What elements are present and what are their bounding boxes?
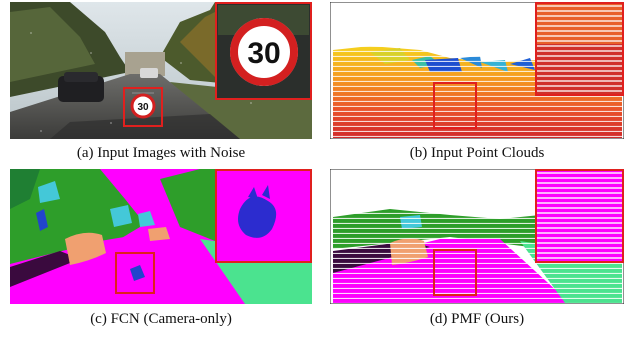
caption-d: (d) PMF (Ours) [429, 311, 525, 327]
caption-a: (a) Input Images with Noise [76, 145, 246, 161]
zoom-inset [215, 169, 312, 263]
point-cloud-view [330, 2, 624, 139]
zoom-inset: 30 [215, 2, 312, 100]
highlight-box-small [115, 252, 155, 294]
speed-sign-small-text: 30 [137, 102, 149, 113]
speed-sign-large-text: 30 [247, 37, 280, 70]
zoom-inset [535, 2, 624, 96]
highlight-box-small [433, 82, 477, 129]
highlight-box-small [123, 87, 163, 127]
zoom-inset [535, 169, 624, 263]
highlight-box-small [433, 249, 477, 296]
panel-a-input-image: 30 30 [10, 2, 312, 139]
caption-c: (c) FCN (Camera-only) [90, 311, 232, 327]
segmentation-map [10, 169, 312, 304]
caption-b: (b) Input Point Clouds [409, 145, 545, 161]
segmentation-point-cloud [330, 169, 624, 304]
panel-b-point-cloud [330, 2, 624, 139]
street-photo: 30 30 [10, 2, 312, 139]
panel-c-fcn-segmentation [10, 169, 312, 304]
speed-sign-small: 30 [130, 92, 156, 119]
panel-d-pmf-segmentation [330, 169, 624, 304]
